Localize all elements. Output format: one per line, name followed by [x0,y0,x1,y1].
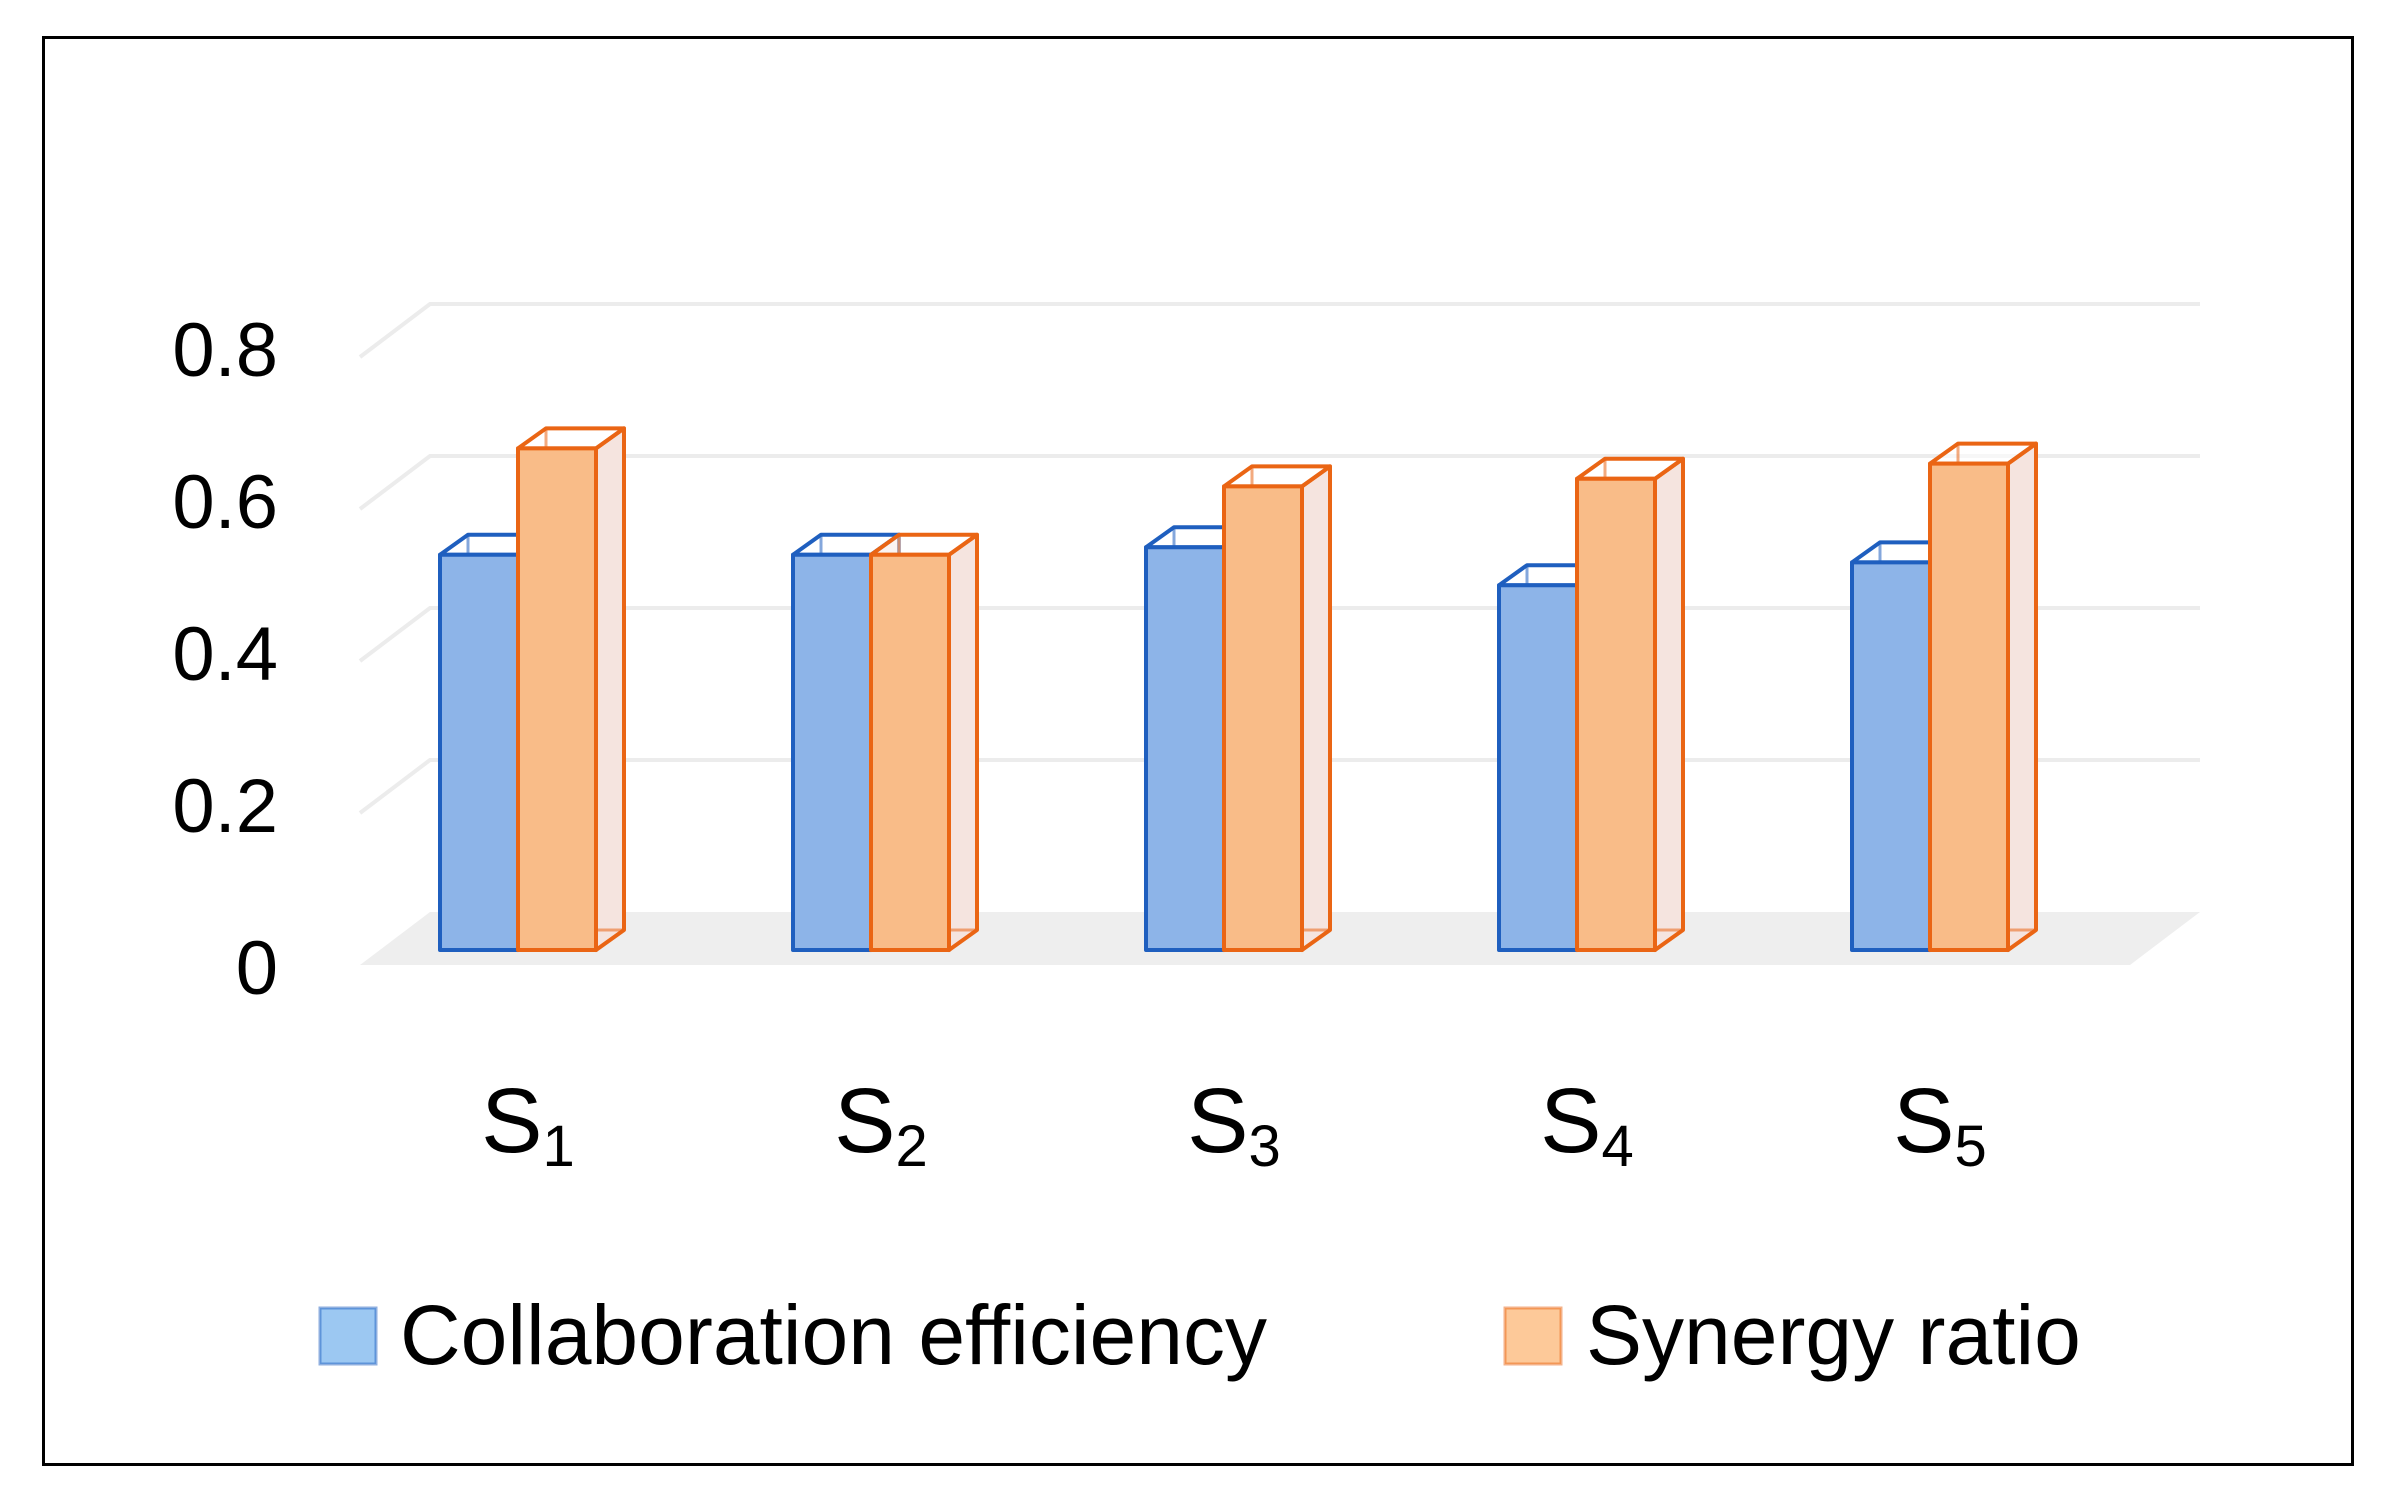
x-tick-label: S2 [834,1070,928,1179]
gridline [358,302,2200,359]
y-tick-label: 0.6 [172,460,278,545]
legend-label: Collaboration efficiency [400,1288,1267,1382]
y-tick-label: 0.4 [172,612,278,697]
x-tick-label: S4 [1540,1070,1634,1179]
bar-synergy-ratio-s2 [869,532,979,952]
x-tick-label: S3 [1187,1070,1281,1179]
legend: Collaboration efficiency Synergy ratio [318,1288,2081,1382]
bars-layer [438,426,2038,953]
y-tick-label: 0 [236,926,278,1011]
x-axis-category-labels: S1 S2 S3 S4 S5 [481,1070,1987,1179]
bar-synergy-ratio-s4 [1575,456,1685,952]
legend-label: Synergy ratio [1586,1288,2081,1382]
legend-swatch [1503,1306,1563,1366]
legend-swatch [318,1306,378,1366]
bar-synergy-ratio-s1 [516,426,626,952]
x-tick-label: S1 [481,1070,575,1179]
x-tick-label: S5 [1893,1070,1987,1179]
y-axis-tick-labels: 0 0.2 0.4 0.6 0.8 [172,308,278,1011]
y-tick-label: 0.2 [172,764,278,849]
legend-item-collaboration-efficiency: Collaboration efficiency [318,1288,1267,1382]
legend-item-synergy-ratio: Synergy ratio [1503,1288,2081,1382]
bar-synergy-ratio-s3 [1222,464,1332,952]
y-tick-label: 0.8 [172,308,278,393]
gridline [358,454,2200,511]
bar-synergy-ratio-s5 [1928,441,2038,952]
